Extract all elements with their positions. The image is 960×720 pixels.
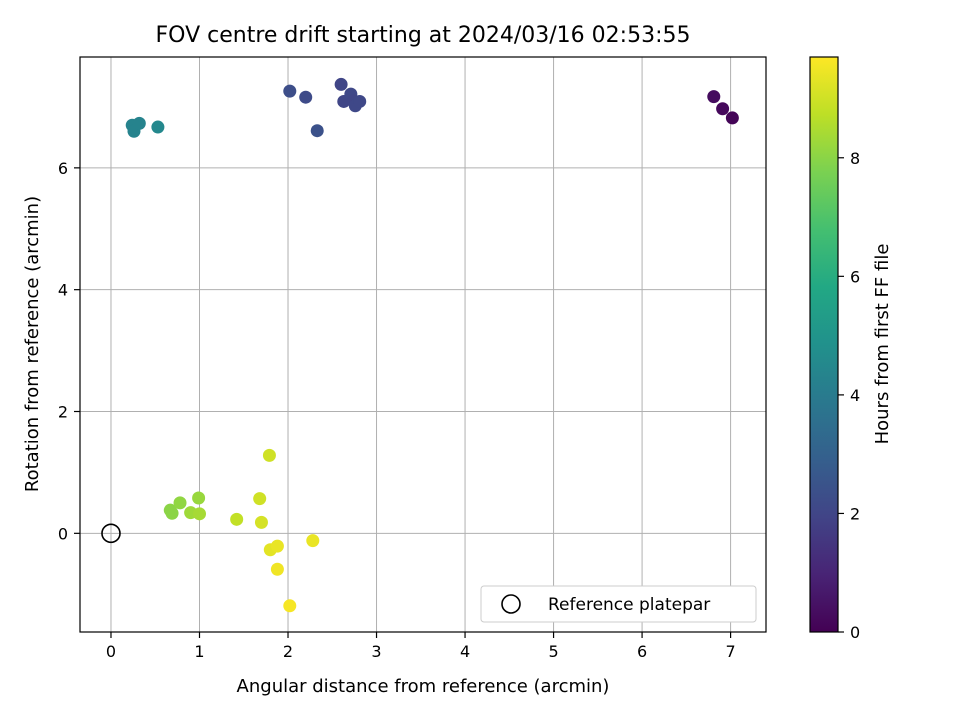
data-point (283, 84, 297, 98)
legend-label: Reference platepar (548, 595, 710, 615)
data-point (254, 515, 268, 529)
grid (80, 57, 766, 632)
data-point (725, 111, 739, 125)
chart-title: FOV centre drift starting at 2024/03/16 … (156, 23, 691, 48)
x-axis-ticks: 0 1 2 3 4 5 6 7 (106, 632, 736, 661)
y-tick-label: 0 (58, 524, 68, 543)
colorbar-tick-label: 8 (850, 149, 860, 168)
reference-marker (101, 523, 121, 544)
y-axis-label: Rotation from reference (arcmin) (22, 196, 43, 492)
colorbar-tick-label: 4 (850, 386, 860, 405)
data-point (173, 496, 187, 510)
colorbar-ticks: 0 2 4 6 8 (838, 149, 860, 642)
colorbar: 0 2 4 6 8 Hours from first FF file (809, 56, 893, 642)
data-point (716, 102, 730, 116)
colorbar-tick-label: 0 (850, 623, 860, 642)
colorbar-label: Hours from first FF file (872, 244, 893, 445)
data-point (230, 512, 244, 526)
x-tick-label: 3 (371, 642, 381, 661)
data-point (165, 506, 179, 520)
x-tick-label: 7 (725, 642, 735, 661)
colorbar-tick-label: 2 (850, 504, 860, 523)
x-tick-label: 0 (106, 642, 116, 661)
data-point (151, 120, 165, 134)
y-tick-label: 4 (58, 281, 68, 300)
data-point (707, 90, 721, 104)
colorbar-tick-label: 6 (850, 267, 860, 286)
x-tick-label: 1 (194, 642, 204, 661)
data-point (283, 599, 297, 613)
data-point (299, 90, 313, 104)
data-point (353, 94, 367, 108)
data-point (270, 562, 284, 576)
y-axis-ticks: 0 2 4 6 (58, 159, 80, 543)
data-point (310, 124, 324, 138)
x-tick-label: 5 (548, 642, 558, 661)
data-point (306, 534, 320, 548)
x-axis-label: Angular distance from reference (arcmin) (237, 676, 610, 697)
y-tick-label: 6 (58, 159, 68, 178)
data-point (270, 539, 284, 553)
legend-marker (501, 594, 521, 614)
data-point (132, 116, 146, 130)
data-point (192, 491, 206, 505)
data-point (262, 448, 276, 462)
data-point (192, 507, 206, 521)
legend-box (480, 585, 757, 623)
legend: Reference platepar (480, 585, 757, 623)
y-tick-label: 2 (58, 403, 68, 422)
data-point (334, 77, 348, 91)
data-points (125, 77, 739, 613)
colorbar-gradient (809, 56, 839, 633)
plot-frame (79, 56, 767, 633)
data-point (253, 492, 267, 506)
x-tick-label: 6 (637, 642, 647, 661)
x-tick-label: 2 (283, 642, 293, 661)
x-tick-label: 4 (460, 642, 470, 661)
